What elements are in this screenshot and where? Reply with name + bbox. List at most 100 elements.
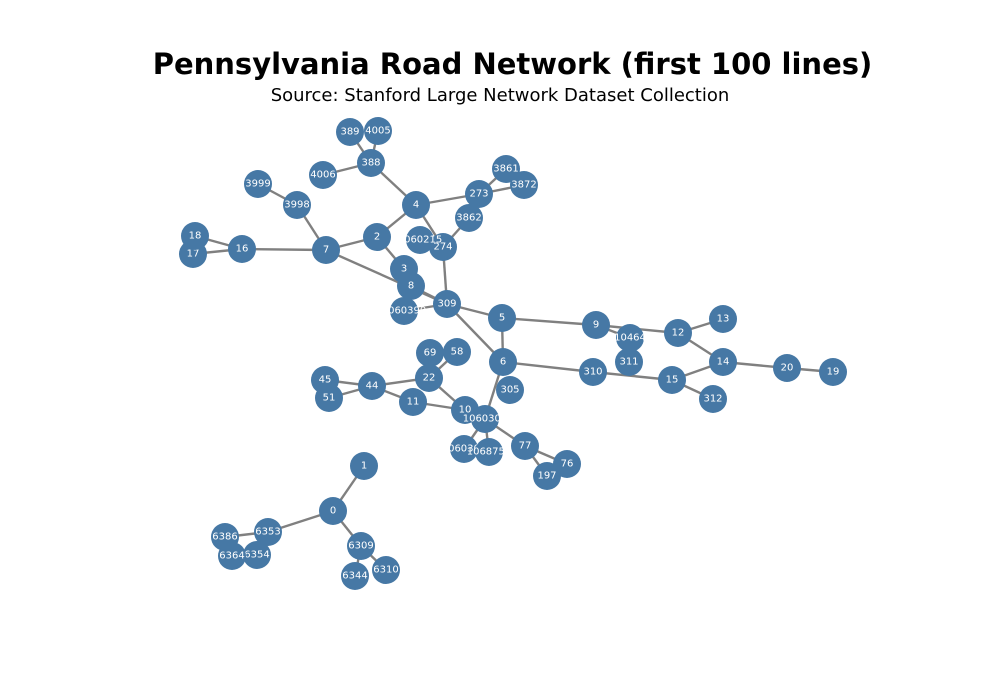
node-circle-2 [363,223,391,251]
node-label-3998: 3998 [284,200,309,211]
node-circle-5 [488,304,516,332]
node-13: 13 [709,305,737,333]
node-label-311: 311 [619,357,638,368]
node-4005: 4005 [364,117,392,145]
node-label-305: 305 [500,385,519,396]
node-1060309: 1060309 [442,435,487,463]
node-8: 8 [397,272,425,300]
nodes-layer: 0163096353634463106354636463863278309456… [179,117,847,590]
node-12: 12 [664,319,692,347]
node-20: 20 [773,354,801,382]
node-label-1060300: 1060300 [463,414,508,425]
node-circle-197 [533,462,561,490]
node-circle-3872 [510,171,538,199]
node-label-6344: 6344 [342,571,367,582]
node-circle-1060215 [406,226,434,254]
node-circle-1068754 [475,438,503,466]
node-label-77: 77 [519,441,532,452]
node-circle-3998 [283,191,311,219]
node-label-9: 9 [593,320,599,331]
node-circle-273 [465,180,493,208]
node-circle-1060309 [450,435,478,463]
node-label-6353: 6353 [255,527,280,538]
node-label-3872: 3872 [511,180,536,191]
node-3872: 3872 [510,171,538,199]
node-label-6310: 6310 [373,565,398,576]
node-label-45: 45 [319,375,332,386]
node-label-10464: 10464 [614,333,646,344]
node-label-7: 7 [323,245,329,256]
node-6309: 6309 [347,532,375,560]
node-label-69: 69 [424,348,437,359]
node-1060215: 1060215 [398,226,443,254]
node-4: 4 [402,191,430,219]
node-circle-6344 [341,562,369,590]
chart-title: Pennsylvania Road Network (first 100 lin… [152,47,873,81]
node-1068754: 1068754 [467,438,512,466]
node-label-3999: 3999 [245,179,270,190]
node-16: 16 [228,235,256,263]
node-label-3862: 3862 [456,213,481,224]
node-label-1060215: 1060215 [398,235,443,246]
node-circle-3999 [244,170,272,198]
node-5: 5 [488,304,516,332]
node-label-15: 15 [666,375,679,386]
node-circle-0 [319,497,347,525]
node-14: 14 [709,348,737,376]
node-label-16: 16 [236,244,249,255]
node-label-58: 58 [451,347,464,358]
node-6344: 6344 [341,562,369,590]
node-circle-14 [709,348,737,376]
node-circle-8 [397,272,425,300]
node-label-18: 18 [189,231,202,242]
node-77: 77 [511,432,539,460]
node-label-1068754: 1068754 [467,447,512,458]
node-label-3861: 3861 [493,164,518,175]
node-circle-4005 [364,117,392,145]
node-19: 19 [819,358,847,386]
node-circle-4 [402,191,430,219]
node-22: 22 [415,364,443,392]
node-label-312: 312 [703,394,722,405]
node-3999: 3999 [244,170,272,198]
node-3862: 3862 [455,204,483,232]
node-3998: 3998 [283,191,311,219]
node-label-1060390: 1060390 [382,306,427,317]
node-circle-389 [336,118,364,146]
node-label-388: 388 [361,158,380,169]
edge-5-9 [501,316,597,327]
node-label-1060309: 1060309 [442,444,487,455]
node-6: 6 [489,348,517,376]
node-circle-18 [181,222,209,250]
node-label-8: 8 [408,281,414,292]
node-circle-6354 [243,541,271,569]
node-18: 18 [181,222,209,250]
node-305: 305 [496,376,524,404]
node-label-11: 11 [407,397,420,408]
node-310: 310 [579,358,607,386]
node-1060300: 1060300 [463,405,508,433]
chart-subtitle: Source: Stanford Large Network Dataset C… [270,85,730,106]
node-label-17: 17 [187,249,200,260]
node-312: 312 [699,385,727,413]
node-311: 311 [615,348,643,376]
node-1: 1 [350,452,378,480]
node-label-14: 14 [717,357,730,368]
node-circle-310 [579,358,607,386]
node-circle-309 [433,290,461,318]
node-7: 7 [312,236,340,264]
node-circle-15 [658,366,686,394]
node-11: 11 [399,388,427,416]
node-label-4006: 4006 [310,170,335,181]
node-389: 389 [336,118,364,146]
node-6353: 6353 [254,518,282,546]
node-273: 273 [465,180,493,208]
node-0: 0 [319,497,347,525]
node-circle-20 [773,354,801,382]
node-circle-312 [699,385,727,413]
node-58: 58 [443,338,471,366]
node-label-19: 19 [827,367,840,378]
node-circle-3861 [492,155,520,183]
node-circle-13 [709,305,737,333]
